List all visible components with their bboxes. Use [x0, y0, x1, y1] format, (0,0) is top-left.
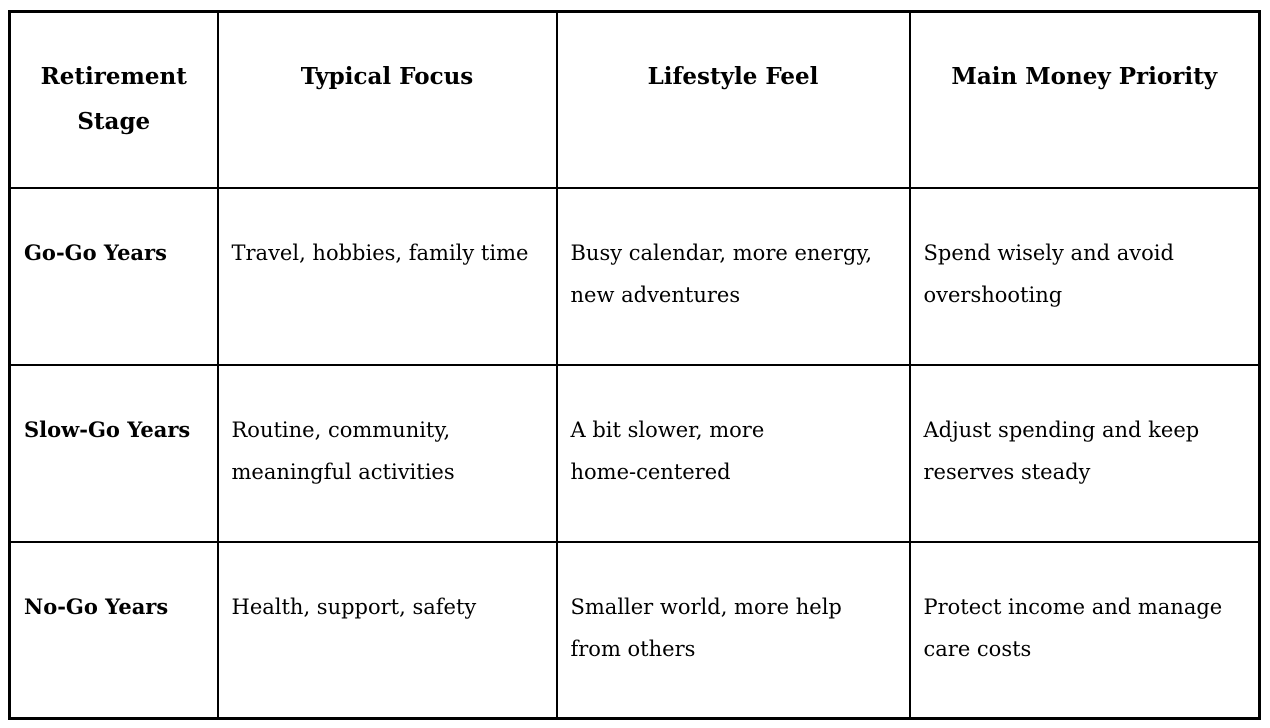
column-header-typical-focus: Typical Focus: [216, 10, 558, 189]
cell-stage: Slow-Go Years: [8, 363, 219, 543]
cell-money-priority: Spend wisely and avoid overshooting: [908, 186, 1261, 366]
retirement-stages-table: Retirement Stage Typical Focus Lifestyle…: [8, 10, 1261, 720]
cell-typical-focus: Routine, community, meaningful activitie…: [216, 363, 558, 543]
cell-stage: No-Go Years: [8, 540, 219, 720]
column-header-main-money-priority: Main Money Priority: [908, 10, 1261, 189]
cell-money-priority: Adjust spending and keep reserves steady: [908, 363, 1261, 543]
table-row-no-go-years: No-Go Years Health, support, safety Smal…: [8, 540, 1261, 720]
column-header-lifestyle-feel: Lifestyle Feel: [555, 10, 911, 189]
table-row-go-go-years: Go-Go Years Travel, hobbies, family time…: [8, 186, 1261, 366]
header-row: Retirement Stage Typical Focus Lifestyle…: [8, 10, 1261, 189]
table-row-slow-go-years: Slow-Go Years Routine, community, meanin…: [8, 363, 1261, 543]
cell-money-priority: Protect income and manage care costs: [908, 540, 1261, 720]
cell-lifestyle-feel: A bit slower, more home-centered: [555, 363, 911, 543]
cell-stage: Go-Go Years: [8, 186, 219, 366]
column-header-retirement-stage: Retirement Stage: [8, 10, 219, 189]
cell-lifestyle-feel: Busy calendar, more energy, new adventur…: [555, 186, 911, 366]
cell-typical-focus: Health, support, safety: [216, 540, 558, 720]
cell-typical-focus: Travel, hobbies, family time: [216, 186, 558, 366]
cell-lifestyle-feel: Smaller world, more help from others: [555, 540, 911, 720]
